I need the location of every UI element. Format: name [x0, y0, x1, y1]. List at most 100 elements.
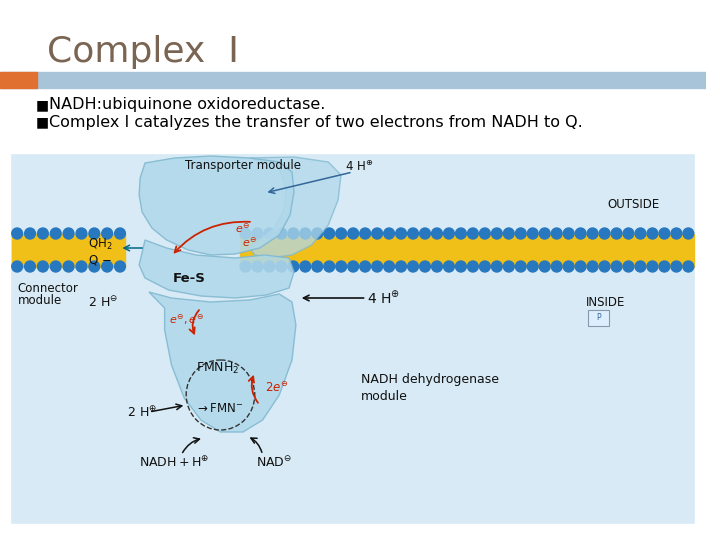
Circle shape [324, 228, 335, 239]
Circle shape [114, 228, 125, 239]
Circle shape [623, 228, 634, 239]
Circle shape [102, 261, 112, 272]
Circle shape [89, 261, 99, 272]
Circle shape [384, 228, 395, 239]
Circle shape [276, 261, 287, 272]
Circle shape [659, 228, 670, 239]
Circle shape [539, 261, 550, 272]
Circle shape [63, 228, 74, 239]
Bar [12, 233, 125, 267]
Circle shape [659, 261, 670, 272]
Text: $\mathrm{Q}\ \mathrm{-}$: $\mathrm{Q}\ \mathrm{-}$ [88, 253, 112, 267]
Circle shape [360, 261, 371, 272]
Circle shape [552, 261, 562, 272]
Circle shape [420, 261, 431, 272]
Circle shape [252, 261, 263, 272]
Text: NADH:ubiquinone oxidoreductase.: NADH:ubiquinone oxidoreductase. [49, 98, 325, 112]
Circle shape [312, 228, 323, 239]
Circle shape [288, 261, 299, 272]
Bar [240, 233, 694, 267]
Circle shape [89, 228, 99, 239]
Circle shape [611, 261, 622, 272]
Circle shape [300, 261, 311, 272]
Circle shape [480, 261, 490, 272]
Circle shape [348, 261, 359, 272]
Circle shape [384, 261, 395, 272]
Circle shape [647, 261, 658, 272]
Circle shape [312, 261, 323, 272]
Circle shape [588, 261, 598, 272]
Circle shape [492, 228, 503, 239]
Circle shape [240, 228, 251, 239]
Bar [0, 72, 37, 88]
Circle shape [396, 261, 407, 272]
Circle shape [76, 261, 87, 272]
Circle shape [76, 228, 87, 239]
Text: $2\ \mathrm{H}^{\oplus}$: $2\ \mathrm{H}^{\oplus}$ [127, 404, 158, 420]
Circle shape [360, 228, 371, 239]
Bar [12, 155, 694, 523]
Polygon shape [139, 156, 294, 255]
Text: Complex I catalyzes the transfer of two electrons from NADH to Q.: Complex I catalyzes the transfer of two … [49, 114, 582, 130]
Circle shape [456, 261, 467, 272]
Circle shape [12, 228, 22, 239]
Circle shape [264, 228, 275, 239]
Circle shape [288, 228, 299, 239]
Text: $4\ \mathrm{H}^{\oplus}$: $4\ \mathrm{H}^{\oplus}$ [345, 160, 373, 174]
Circle shape [336, 228, 346, 239]
Bar [588, 310, 609, 326]
Circle shape [252, 228, 263, 239]
Circle shape [336, 261, 346, 272]
Circle shape [456, 228, 467, 239]
Text: $e^{\ominus}$: $e^{\ominus}$ [243, 235, 258, 248]
Circle shape [114, 261, 125, 272]
Circle shape [671, 228, 682, 239]
Circle shape [420, 228, 431, 239]
Circle shape [37, 261, 48, 272]
Circle shape [372, 228, 382, 239]
Circle shape [444, 228, 454, 239]
Text: Fe-S: Fe-S [173, 272, 205, 285]
Circle shape [599, 228, 610, 239]
Text: Transporter module: Transporter module [185, 159, 301, 172]
Text: $2e^{\ominus}$: $2e^{\ominus}$ [264, 381, 288, 395]
Text: INSIDE: INSIDE [586, 295, 626, 308]
Circle shape [396, 228, 407, 239]
Circle shape [50, 261, 61, 272]
Circle shape [240, 261, 251, 272]
Circle shape [408, 228, 418, 239]
Circle shape [516, 261, 526, 272]
Circle shape [599, 261, 610, 272]
Circle shape [24, 261, 35, 272]
Text: P: P [596, 314, 601, 322]
Circle shape [575, 228, 586, 239]
Polygon shape [149, 292, 296, 432]
Text: $\rightarrow\mathrm{FMN}^{-}$: $\rightarrow\mathrm{FMN}^{-}$ [195, 402, 243, 415]
Circle shape [348, 228, 359, 239]
Circle shape [635, 261, 646, 272]
Circle shape [467, 228, 478, 239]
Circle shape [444, 261, 454, 272]
Circle shape [24, 228, 35, 239]
Circle shape [102, 228, 112, 239]
Text: ■: ■ [35, 98, 48, 112]
Circle shape [431, 261, 442, 272]
Circle shape [647, 228, 658, 239]
Circle shape [63, 261, 74, 272]
Circle shape [683, 228, 694, 239]
Circle shape [324, 261, 335, 272]
Circle shape [300, 228, 311, 239]
Text: $\mathrm{FMNH_2}$: $\mathrm{FMNH_2}$ [196, 361, 239, 375]
Text: Connector: Connector [17, 281, 78, 294]
Circle shape [408, 261, 418, 272]
Circle shape [635, 228, 646, 239]
Circle shape [563, 261, 574, 272]
Circle shape [611, 228, 622, 239]
Circle shape [623, 261, 634, 272]
Circle shape [503, 261, 514, 272]
Text: $4\ \mathrm{H}^{\oplus}$: $4\ \mathrm{H}^{\oplus}$ [367, 289, 400, 306]
Circle shape [37, 228, 48, 239]
Circle shape [480, 228, 490, 239]
Text: $\mathrm{QH_2}$: $\mathrm{QH_2}$ [88, 237, 113, 252]
Circle shape [563, 228, 574, 239]
